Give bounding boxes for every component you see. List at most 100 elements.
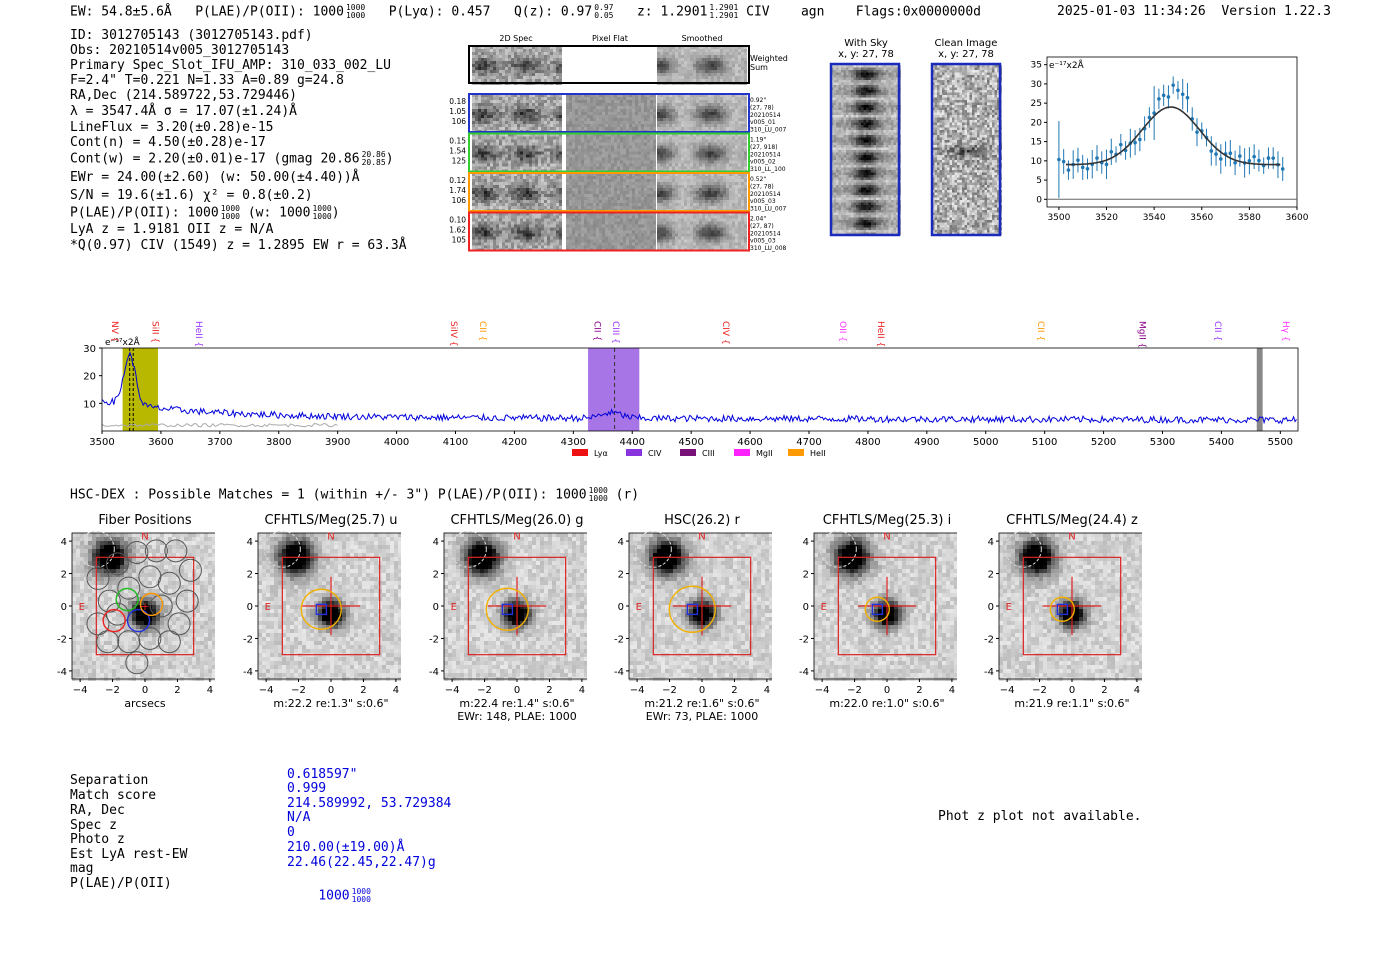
spec2d-pixel: [626, 179, 629, 182]
spec2d-pixel: [696, 73, 699, 76]
spec2d-pixel: [638, 179, 641, 182]
spec2d-pixel: [741, 160, 744, 164]
spec2d-pixel: [475, 121, 478, 124]
spec2d-pixel: [741, 46, 744, 49]
spec2d-pixel: [475, 182, 478, 185]
spec2d-pixel: [538, 103, 541, 106]
spec2d-pixel: [572, 200, 575, 203]
spec2d-pixel: [478, 227, 481, 231]
spec2d-pixel: [663, 145, 666, 149]
spec2d-pixel: [726, 154, 729, 158]
spec2d-pixel: [532, 145, 535, 149]
spec2d-pixel: [744, 173, 747, 176]
spec2d-pixel: [535, 185, 538, 188]
spec2d-pixel: [647, 194, 650, 197]
spec2d-pixel: [738, 55, 741, 58]
spec2d-pixel: [660, 179, 663, 182]
spec2d-pixel: [587, 121, 590, 124]
spec2d-pixel: [626, 221, 629, 225]
spec2d-pixel: [732, 61, 735, 64]
spec2d-pixel: [714, 157, 717, 161]
spec2d-pixel: [538, 194, 541, 197]
spec2d-pixel: [569, 97, 572, 100]
spec2d-pixel: [493, 160, 496, 164]
spec2d-pixel: [493, 194, 496, 197]
spec2d-pixel: [526, 76, 529, 79]
spec2d-pixel: [741, 145, 744, 149]
spec2d-pixel: [520, 127, 523, 130]
spec2d-pixel: [490, 52, 493, 55]
spec2d-pixel: [738, 73, 741, 76]
spec2d-pixel: [638, 145, 641, 149]
spec2d-pixel: [532, 203, 535, 206]
spec2d-pixel: [505, 245, 508, 249]
spec2d-pixel: [714, 191, 717, 194]
spec2d-pixel: [511, 203, 514, 206]
spec2d-pixel: [526, 160, 529, 164]
spec2d-pixel: [684, 121, 687, 124]
spec2d-pixel: [550, 194, 553, 197]
spec2d-pixel: [684, 106, 687, 109]
spec2d-pixel: [553, 224, 556, 228]
spec2d-pixel: [578, 221, 581, 225]
spec2d-pixel: [529, 115, 532, 118]
spec2d-pixel: [556, 236, 559, 240]
spec2d-pixel: [547, 118, 550, 121]
spec2d-pixel: [641, 227, 644, 231]
spec2d-pixel: [699, 203, 702, 206]
spec2d-pixel: [623, 206, 626, 209]
spec2d-pixel: [605, 233, 608, 237]
spec2d-pixel: [584, 227, 587, 231]
spec2d-pixel: [523, 230, 526, 234]
spec2d-pixel: [541, 182, 544, 185]
spec2d-pixel: [650, 218, 653, 222]
spec2d-pixel: [702, 94, 705, 97]
spec2d-pixel: [505, 100, 508, 103]
spec2d-pixel: [629, 100, 632, 103]
spec2d-pixel: [723, 151, 726, 155]
spec2d-pixel: [599, 224, 602, 228]
spec2d-row-meta: v005_03: [750, 198, 776, 205]
spec2d-pixel: [587, 233, 590, 237]
spec2d-pixel: [484, 185, 487, 188]
spec2d-pixel: [578, 157, 581, 161]
spec2d-pixel: [581, 127, 584, 130]
spec2d-pixel: [532, 151, 535, 155]
spec2d-pixel: [584, 191, 587, 194]
spec2d-pixel: [687, 179, 690, 182]
spec2d-pixel: [696, 79, 699, 82]
spec2d-pixel: [493, 73, 496, 76]
spec2d-pixel: [599, 233, 602, 237]
spec2d-pixel: [532, 55, 535, 58]
spec2d-pixel: [517, 236, 520, 240]
spec2d-pixel: [672, 121, 675, 124]
spec2d-pixel: [735, 142, 738, 146]
spec2d-pixel: [487, 173, 490, 176]
spec2d-pixel: [590, 112, 593, 115]
spec2d-pixel: [484, 227, 487, 231]
spec2d-pixel: [517, 197, 520, 200]
spec2d-pixel: [535, 115, 538, 118]
spec2d-pixel: [666, 139, 669, 143]
spec2d-pixel: [620, 154, 623, 158]
spec2d-pixel: [575, 173, 578, 176]
spec2d-pixel: [611, 157, 614, 161]
spec2d-pixel: [599, 100, 602, 103]
spec2d-pixel: [623, 154, 626, 158]
spec2d-pixel: [723, 52, 726, 55]
spec2d-pixel: [735, 151, 738, 155]
header-line: EW: 54.8±5.6Å P(LAE)/P(OII): 1000 1000 100…: [70, 4, 981, 20]
spec2d-pixel: [550, 176, 553, 179]
spec2d-pixel: [696, 176, 699, 179]
spec2d-pixel: [614, 103, 617, 106]
spec2d-pixel: [538, 173, 541, 176]
spec2d-pixel: [623, 176, 626, 179]
spec2d-pixel: [602, 227, 605, 231]
spec2d-pixel: [511, 94, 514, 97]
spec2d-pixel: [496, 188, 499, 191]
spec2d-pixel: [738, 163, 741, 167]
spec2d-pixel: [611, 124, 614, 127]
spec2d-pixel: [556, 230, 559, 234]
spec2d-pixel: [690, 154, 693, 158]
spec2d-pixel: [490, 64, 493, 67]
